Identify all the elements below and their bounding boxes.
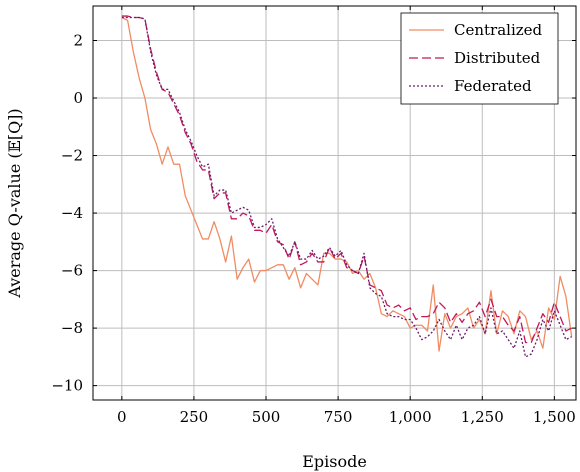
- y-tick-label: −8: [61, 319, 83, 337]
- x-tick-label: 500: [252, 408, 281, 426]
- legend-label-distributed: Distributed: [454, 49, 541, 67]
- legend-label-federated: Federated: [454, 77, 532, 95]
- y-tick-label: −2: [61, 147, 83, 165]
- x-tick-label: 1,000: [389, 408, 432, 426]
- series-line-federated: [121, 16, 572, 358]
- legend-label-centralized: Centralized: [454, 21, 543, 39]
- y-tick-label: −10: [51, 377, 83, 395]
- series-line-centralized: [121, 16, 573, 352]
- x-tick-label: 0: [117, 408, 127, 426]
- legend: Centralized Distributed Federated: [400, 12, 559, 105]
- x-axis-label: Episode: [302, 452, 367, 471]
- x-tick-label: 1,250: [461, 408, 504, 426]
- series-line-distributed: [121, 15, 572, 344]
- x-tick-label: 1,500: [533, 408, 576, 426]
- plot-frame: [92, 5, 577, 401]
- y-tick-label: −6: [61, 262, 83, 280]
- y-tick-label: 2: [73, 32, 83, 50]
- x-tick-label: 750: [324, 408, 353, 426]
- tick-labels: 0 250 500 750 1,000 1,250 1,500 2 0 −2 −4 −6 −8 −10: [51, 32, 576, 426]
- y-axis-label: Average Q-value (𝔼[Q]): [5, 108, 24, 298]
- x-tick-label: 250: [180, 408, 209, 426]
- axis-ticks: [93, 6, 576, 400]
- y-tick-label: 0: [73, 89, 83, 107]
- y-tick-label: −4: [61, 204, 83, 222]
- series-lines: [121, 15, 573, 358]
